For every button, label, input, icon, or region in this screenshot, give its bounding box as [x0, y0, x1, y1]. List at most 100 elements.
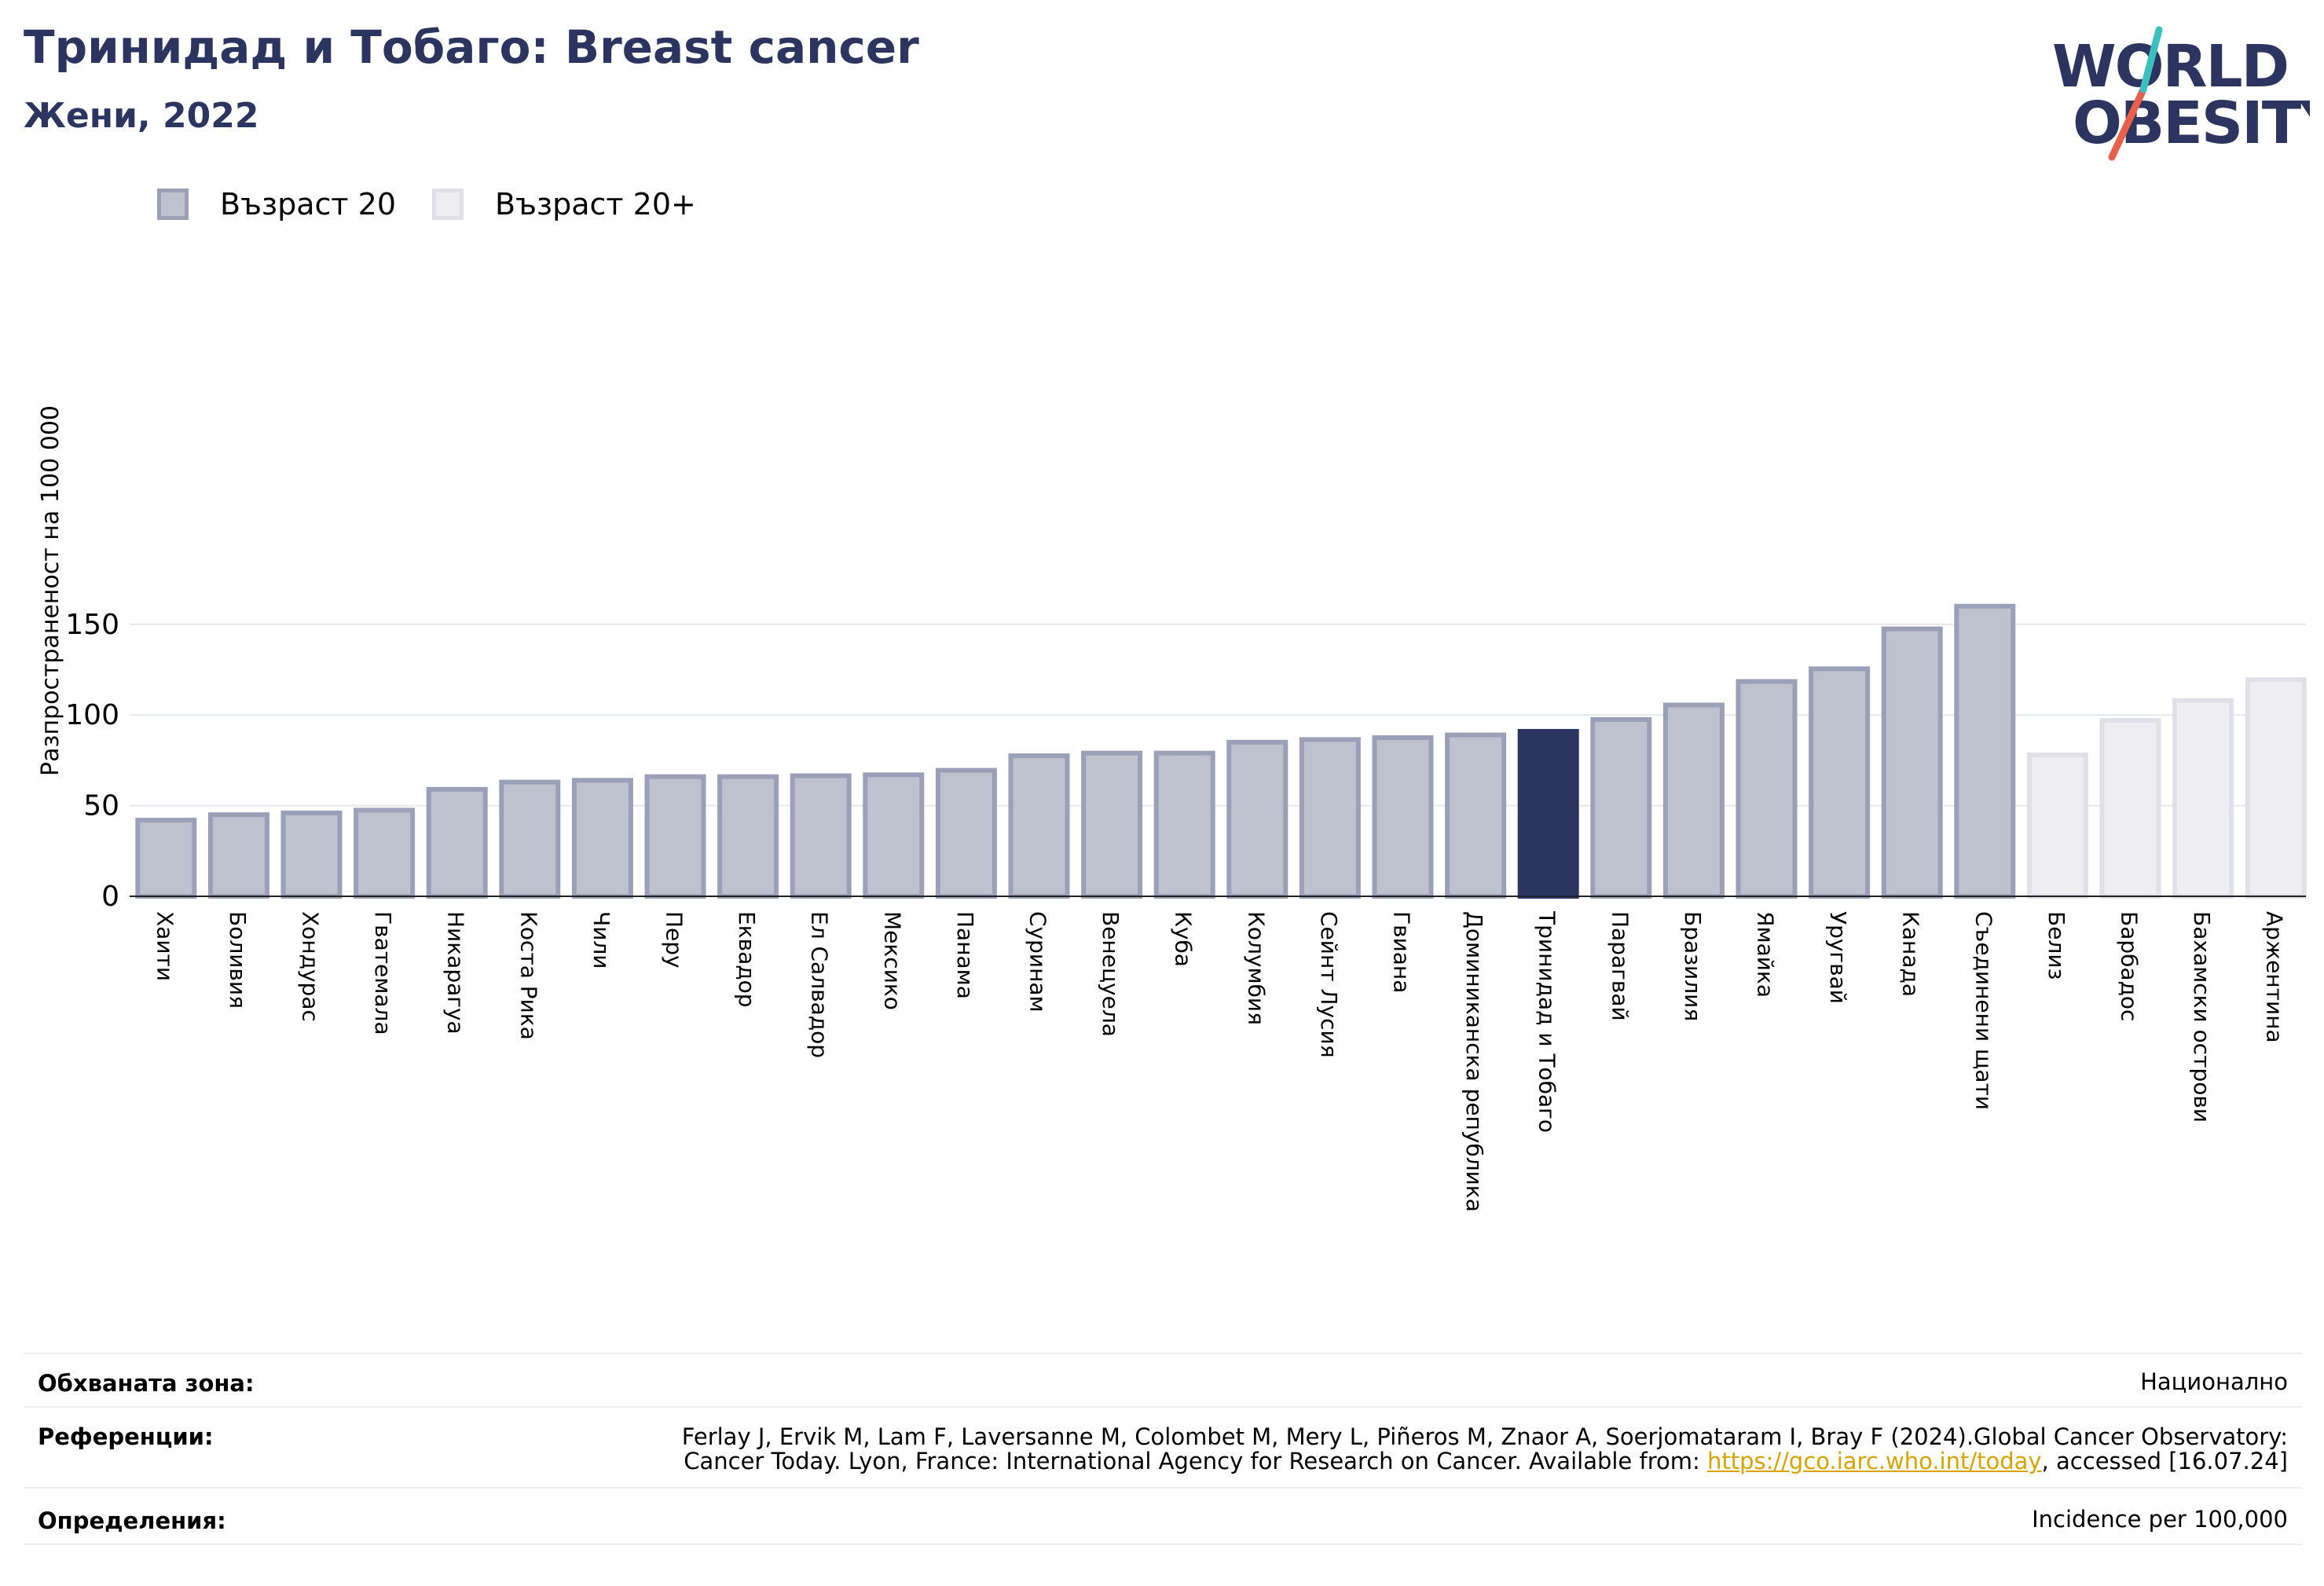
- x-tick-label: Съединени щати: [1970, 911, 1996, 1110]
- bar[interactable]: [1372, 735, 1434, 899]
- bar[interactable]: [1662, 702, 1725, 899]
- bar[interactable]: [1445, 732, 1507, 899]
- footer-divider: [24, 1406, 2302, 1408]
- footer-row-references: Референции: Ferlay J, Ervik M, Lam F, La…: [24, 1408, 2302, 1486]
- x-tick-label: Хаити: [152, 911, 178, 981]
- bars: [135, 603, 2307, 899]
- bar[interactable]: [499, 779, 561, 899]
- chart-subtitle: Жени, 2022: [24, 96, 259, 136]
- y-axis-ticks: 0 50 100 150: [65, 609, 119, 913]
- x-tick-label: Парагвай: [1607, 911, 1633, 1021]
- y-tick-label: 150: [65, 609, 119, 641]
- bar[interactable]: [1590, 716, 1652, 899]
- legend-label: Възраст 20: [220, 187, 396, 222]
- x-tick-label: Барбадос: [2117, 911, 2143, 1021]
- x-tick-label: Уругвай: [1825, 911, 1851, 1004]
- legend-swatch-age-20-plus: [432, 189, 464, 220]
- bar[interactable]: [354, 808, 416, 899]
- footer-value-coverage: Национално: [2140, 1368, 2288, 1395]
- bar[interactable]: [1153, 750, 1215, 899]
- x-tick-label: Мексико: [879, 911, 905, 1010]
- footer-row-coverage: Обхваната зона: Национално: [24, 1354, 2302, 1406]
- bar[interactable]: [863, 772, 925, 899]
- x-tick-label: Канада: [1898, 911, 1924, 997]
- x-tick-label: Еквадор: [734, 911, 760, 1008]
- bar[interactable]: [135, 818, 197, 899]
- x-tick-label: Ямайка: [1753, 911, 1779, 998]
- bar[interactable]: [1517, 728, 1579, 899]
- bar[interactable]: [1954, 603, 2016, 899]
- bar[interactable]: [717, 774, 779, 899]
- bar[interactable]: [1081, 750, 1143, 899]
- y-tick-label: 0: [101, 881, 119, 913]
- x-tick-label: Панама: [952, 911, 978, 999]
- x-tick-label: Гватемала: [370, 911, 396, 1035]
- bar[interactable]: [1881, 626, 1943, 899]
- bar[interactable]: [280, 810, 343, 899]
- chart-legend: Възраст 20 Възраст 20+: [157, 181, 724, 228]
- legend-label: Възраст 20+: [495, 187, 696, 222]
- bar[interactable]: [1736, 679, 1798, 899]
- footer-value-references: Ferlay J, Ervik M, Lam F, Laversanne M, …: [682, 1425, 2288, 1474]
- x-tick-label: Куба: [1171, 911, 1197, 967]
- grid-lines: [130, 623, 2306, 807]
- bar[interactable]: [2172, 698, 2234, 899]
- legend-item-age-20[interactable]: Възраст 20: [157, 187, 396, 222]
- reference-line-1: Ferlay J, Ervik M, Lam F, Laversanne M, …: [681, 1423, 2288, 1450]
- footer-label-references: Референции:: [38, 1423, 214, 1450]
- reference-line-2: Cancer Today. Lyon, France: Internationa…: [682, 1449, 2288, 1474]
- x-tick-label: Колумбия: [1243, 911, 1269, 1025]
- bar[interactable]: [207, 812, 269, 899]
- footer-label-definitions: Определения:: [38, 1507, 226, 1534]
- x-tick-label: Коста Рика: [515, 911, 541, 1040]
- y-axis-label: Разпространеност на 100 000: [37, 405, 64, 776]
- footer-row-definitions: Определения: Incidence per 100,000: [24, 1489, 2302, 1544]
- bar-chart: 0 50 100 150 Разпространеност на 100 000 Ха…: [37, 405, 2307, 1212]
- bar[interactable]: [2245, 677, 2307, 899]
- x-tick-label: Тринидад и Тобаго: [1534, 910, 1560, 1133]
- x-tick-label: Венецуела: [1098, 911, 1124, 1037]
- footer-value-definitions: Incidence per 100,000: [2032, 1506, 2288, 1533]
- reference-link[interactable]: https://gco.iarc.who.int/today: [1706, 1448, 2042, 1474]
- x-tick-label: Чили: [588, 911, 614, 969]
- bar[interactable]: [644, 774, 706, 899]
- bar[interactable]: [571, 778, 633, 899]
- x-tick-label: Бразилия: [1680, 911, 1706, 1021]
- x-tick-label: Никарагуа: [443, 911, 469, 1035]
- y-tick-label: 100: [65, 699, 119, 731]
- x-tick-label: Суринам: [1025, 911, 1051, 1013]
- x-tick-label: Аржентина: [2262, 911, 2288, 1043]
- x-tick-label: Ел Салвадор: [807, 911, 833, 1058]
- legend-swatch-age-20: [157, 189, 189, 220]
- x-tick-label: Белиз: [2044, 911, 2069, 980]
- footer-label-coverage: Обхваната зона:: [38, 1370, 255, 1397]
- x-tick-label: Бахамски острови: [2189, 911, 2215, 1123]
- bar[interactable]: [1809, 666, 1871, 899]
- bar[interactable]: [2026, 752, 2088, 899]
- svg-text:WORLD: WORLD: [2052, 33, 2288, 101]
- footer-divider: [24, 1487, 2302, 1489]
- chart-title: Тринидад и Тобаго: Breast cancer: [24, 20, 919, 74]
- bar[interactable]: [1226, 739, 1288, 899]
- footer-divider: [24, 1353, 2302, 1354]
- reference-text: Cancer Today. Lyon, France: Internationa…: [684, 1448, 1707, 1474]
- legend-item-age-20-plus[interactable]: Възраст 20+: [432, 187, 696, 222]
- x-tick-label: Сейнт Лусия: [1316, 911, 1342, 1058]
- bar[interactable]: [426, 786, 488, 899]
- x-axis-labels: Хаити Боливия Хондурас Гватемала Никарагуа Ко…: [152, 910, 2287, 1212]
- svg-text:OBESITY: OBESITY: [2073, 90, 2310, 157]
- bar[interactable]: [790, 773, 852, 899]
- y-tick-label: 50: [83, 790, 119, 822]
- x-tick-label: Боливия: [225, 911, 251, 1009]
- bar[interactable]: [2099, 718, 2161, 899]
- x-tick-label: Доминиканска република: [1461, 911, 1487, 1212]
- bar[interactable]: [1008, 753, 1070, 899]
- x-tick-label: Хондурас: [298, 911, 324, 1022]
- x-tick-label: Перу: [662, 911, 687, 969]
- world-obesity-logo: WORLD OBESITY: [2052, 26, 2310, 161]
- reference-accessed: , accessed [16.07.24]: [2041, 1448, 2288, 1474]
- footer-divider: [24, 1544, 2302, 1545]
- bar[interactable]: [935, 767, 997, 899]
- x-tick-label: Гвиана: [1389, 911, 1415, 993]
- bar[interactable]: [1299, 737, 1361, 899]
